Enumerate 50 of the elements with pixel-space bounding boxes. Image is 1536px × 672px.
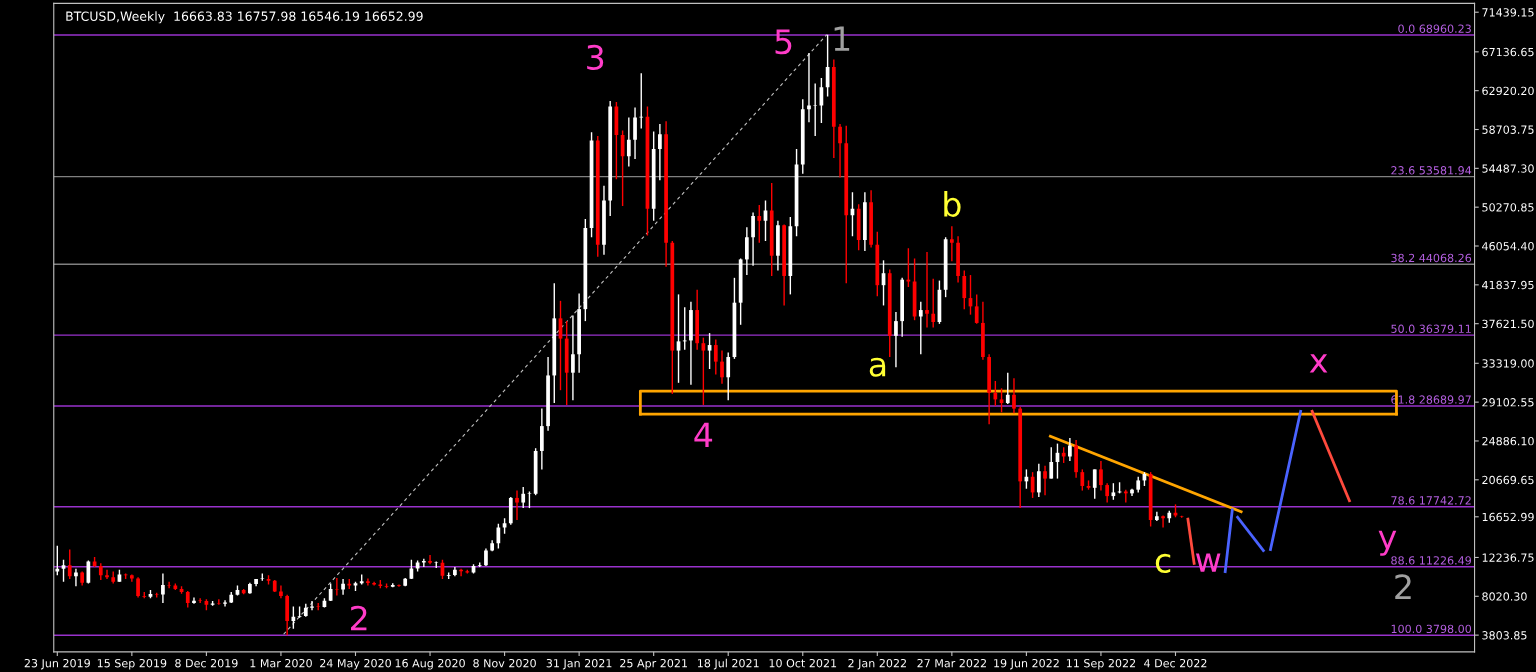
x-tick-label: 10 Oct 2021 xyxy=(769,658,837,668)
y-tick-label: 24886.10 xyxy=(1482,436,1534,446)
y-tick-label: 29102.55 xyxy=(1482,398,1534,407)
y-tick-label: 62920.20 xyxy=(1482,86,1534,96)
y-tick-label: 46054.40 xyxy=(1482,241,1534,251)
x-tick-label: 8 Nov 2020 xyxy=(473,658,536,668)
ref-line-label: 23.6 53581.94 xyxy=(1391,166,1472,175)
ref-line-label: 0.0 68960.23 xyxy=(1398,24,1471,33)
x-tick-label: 27 Mar 2022 xyxy=(917,658,986,668)
x-tick-label: 18 Jul 2021 xyxy=(698,658,759,670)
ref-line-label: 38.2 44068.26 xyxy=(1391,253,1472,263)
y-tick-label: 50270.85 xyxy=(1482,203,1534,212)
ref-line-label: 88.6 11226.49 xyxy=(1391,556,1471,565)
annotation: 4 xyxy=(694,422,713,448)
x-tick-label: 19 Jun 2022 xyxy=(994,658,1059,670)
y-tick-label: 12236.75 xyxy=(1482,553,1534,562)
x-tick-label: 31 Jan 2021 xyxy=(546,658,612,670)
annotation: 2 xyxy=(1395,574,1411,599)
y-tick-label: 33319.00 xyxy=(1482,359,1534,368)
annotation: b xyxy=(944,191,961,217)
x-tick-label: 11 Sep 2022 xyxy=(1066,658,1136,670)
y-tick-label: 58703.75 xyxy=(1482,125,1534,134)
x-tick-label: 25 Apr 2021 xyxy=(620,658,687,670)
y-tick-label: 16652.99 xyxy=(1482,512,1534,522)
x-tick-label: 16 Aug 2020 xyxy=(395,658,465,670)
annotation: 2 xyxy=(351,605,367,631)
ref-line-label: 78.6 17742.72 xyxy=(1391,496,1471,505)
x-tick-label: 24 May 2020 xyxy=(320,658,391,670)
annotation: 5 xyxy=(775,29,792,55)
annotation: y xyxy=(1378,530,1397,556)
x-tick-label: 2 Jan 2022 xyxy=(848,658,906,670)
ref-line-label: 100.0 3798.00 xyxy=(1391,624,1472,634)
y-tick-label: 71439.15 xyxy=(1482,8,1534,17)
y-tick-label: 3803.85 xyxy=(1482,631,1527,640)
x-tick-label: 4 Dec 2022 xyxy=(1144,658,1207,668)
y-tick-label: 54487.30 xyxy=(1482,164,1534,173)
x-tick-label: 23 Jun 2019 xyxy=(24,658,90,670)
y-tick-label: 67136.65 xyxy=(1482,47,1534,57)
text: BTCUSD,Weekly 16663.83 16757.98 16546.19 16652.99 xyxy=(66,11,423,24)
annotation: a xyxy=(869,357,886,377)
y-tick-label: 20669.65 xyxy=(1482,475,1534,485)
y-tick-label: 8020.30 xyxy=(1482,592,1527,601)
x-tick-label: 1 Mar 2020 xyxy=(250,658,312,668)
x-tick-label: 15 Sep 2019 xyxy=(97,658,167,670)
ref-line-label: 50.0 36379.11 xyxy=(1391,324,1471,333)
y-tick-label: 41837.95 xyxy=(1482,280,1534,290)
x-tick-label: 8 Dec 2019 xyxy=(175,658,238,668)
y-tick-label: 37621.50 xyxy=(1482,319,1534,329)
annotation: 3 xyxy=(587,44,604,71)
annotation: x xyxy=(1309,354,1328,373)
